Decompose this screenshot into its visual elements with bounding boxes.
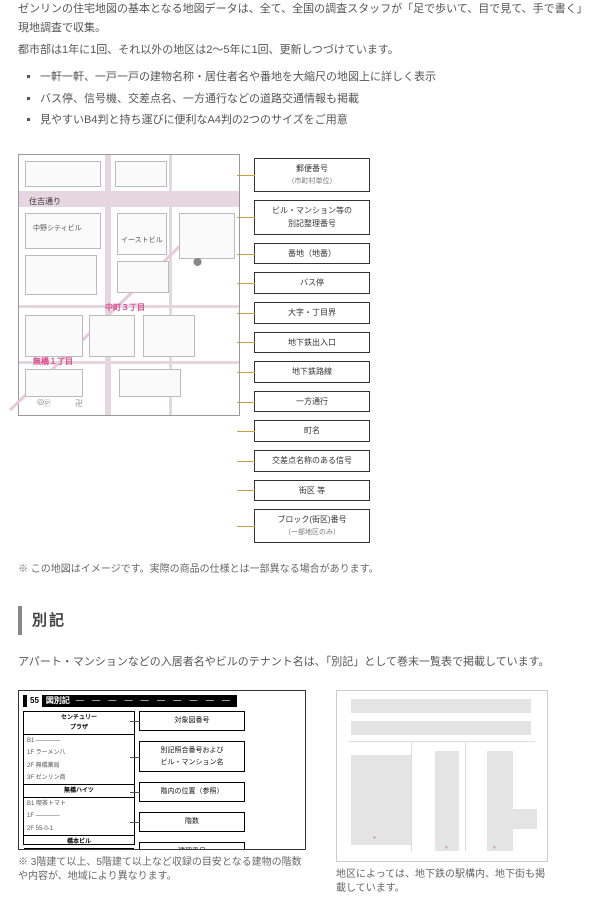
feature-list: 一軒一軒、一戸一戸の建物名称・居住者名や番地を大縮尺の地図上に詳しく表示 バス停…	[18, 68, 583, 130]
bekki-left-caption: ※ 3階建て以上、5階建て以上など収録の目安となる建物の階数や内容が、地域により…	[18, 856, 306, 885]
bekki-callout: 階数	[139, 812, 245, 832]
bekki-callout: 階内の位置（参照）	[139, 782, 245, 802]
feature-item: 見やすいB4判と持ち運びに便利なA4判の2つのサイズをご用意	[40, 111, 583, 130]
legend-item: ビル・マンション等の 別記整理番号	[254, 200, 370, 235]
bekki-callout: 別記照合番号および ビル・マンション名	[139, 741, 245, 773]
map-legend-column: 郵便番号（市町村単位） ビル・マンション等の 別記整理番号 番地（地番） バス停…	[254, 154, 372, 551]
bekki-left-figure: 55 図別記 ― ― ― ― ― ― ― ― ― ― センチュリー プラザ B1…	[18, 690, 306, 889]
bekki-description: アパート・マンションなどの入居者名やビルのテナント名は、「別記」として巻末一覧表…	[18, 653, 601, 672]
legend-item: 交差点名称のある信号	[254, 450, 370, 472]
bekki-sheet-callouts: 対象図番号 別記照合番号および ビル・マンション名 階内の位置（参照） 階数 建…	[139, 711, 245, 845]
legend-item: バス停	[254, 272, 370, 294]
legend-item: 大字・丁目界	[254, 302, 370, 324]
bekki-right-caption: 地区によっては、地下鉄の駅構内、地下街も掲載しています。	[336, 868, 550, 897]
bekki-callout: 対象図番号	[139, 711, 245, 731]
legend-item: 町名	[254, 420, 370, 442]
bekki-callout: 建理番号	[139, 842, 245, 850]
map-frame: Ⓟ 卍 ◎ ⬤ 住吉通り 中野シティビル イーストビル 中町３丁目 無橋１丁目	[18, 154, 240, 416]
map-note: ※ この地図はイメージです。実際の商品の仕様とは一部異なる場合があります。	[18, 561, 601, 578]
map-bldg-label: イーストビル	[121, 235, 163, 247]
annotated-map: Ⓟ 卍 ◎ ⬤ 住吉通り 中野シティビル イーストビル 中町３丁目 無橋１丁目 …	[18, 154, 372, 551]
map-bldg-label: 中野シティビル	[33, 223, 82, 235]
bekki-figures-row: 55 図別記 ― ― ― ― ― ― ― ― ― ― センチュリー プラザ B1…	[18, 690, 601, 901]
feature-item: 一軒一軒、一戸一戸の建物名称・居住者名や番地を大縮尺の地図上に詳しく表示	[40, 68, 583, 87]
bekki-sheet-body: センチュリー プラザ B1 ―――― 1F ラーメン八 2F 無橋薬局 3F ゼ…	[23, 711, 135, 845]
intro-block: ゼンリンの住宅地図の基本となる地図データは、全て、全国の調査スタッフが「足で歩い…	[0, 0, 601, 130]
map-district-label: 中町３丁目	[105, 301, 145, 315]
legend-item: 街区 等	[254, 480, 370, 502]
bekki-right-figure: • • • 地区によっては、地下鉄の駅構内、地下街も掲載しています。	[336, 690, 550, 901]
map-street-label: 住吉通り	[29, 195, 61, 209]
intro-line-1: ゼンリンの住宅地図の基本となる地図データは、全て、全国の調査スタッフが「足で歩い…	[18, 0, 583, 37]
section-heading-bekki: 別記	[18, 606, 601, 636]
bekki-left-thumb: 55 図別記 ― ― ― ― ― ― ― ― ― ― センチュリー プラザ B1…	[18, 690, 306, 850]
map-district-label: 無橋１丁目	[33, 355, 73, 369]
intro-line-2: 都市部は1年に1回、それ以外の地区は2〜5年に1回、更新しつづけています。	[18, 41, 583, 60]
legend-item: ブロック(街区)番号（一部地区のみ）	[254, 509, 370, 542]
bekki-right-thumb: • • •	[336, 690, 548, 862]
legend-item: 地下鉄路線	[254, 361, 370, 383]
feature-item: バス停、信号機、交差点名、一方通行などの道路交通情報も掲載	[40, 90, 583, 109]
legend-item: 一方通行	[254, 391, 370, 413]
legend-item: 郵便番号（市町村単位）	[254, 158, 370, 191]
bekki-sheet-header: 55 図別記 ― ― ― ― ― ― ― ― ― ―	[23, 695, 237, 707]
legend-item: 地下鉄出入口	[254, 332, 370, 354]
legend-item: 番地（地番）	[254, 243, 370, 265]
